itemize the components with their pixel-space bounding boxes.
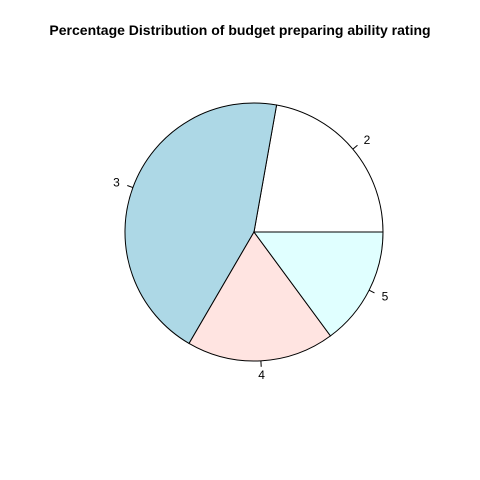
pie-slice-3	[124, 102, 278, 345]
label-tick-5	[368, 289, 375, 294]
pie-slice-2	[253, 104, 384, 233]
slice-label-2: 2	[364, 133, 371, 147]
chart-title: Percentage Distribution of budget prepar…	[49, 22, 431, 38]
label-tick-2	[352, 144, 358, 150]
pie-slice-4	[188, 231, 332, 362]
label-tick-3	[127, 185, 134, 189]
pie-slice-5	[253, 231, 384, 337]
slice-label-4: 4	[258, 368, 265, 382]
slice-label-5: 5	[382, 290, 389, 304]
slice-label-3: 3	[113, 176, 120, 190]
